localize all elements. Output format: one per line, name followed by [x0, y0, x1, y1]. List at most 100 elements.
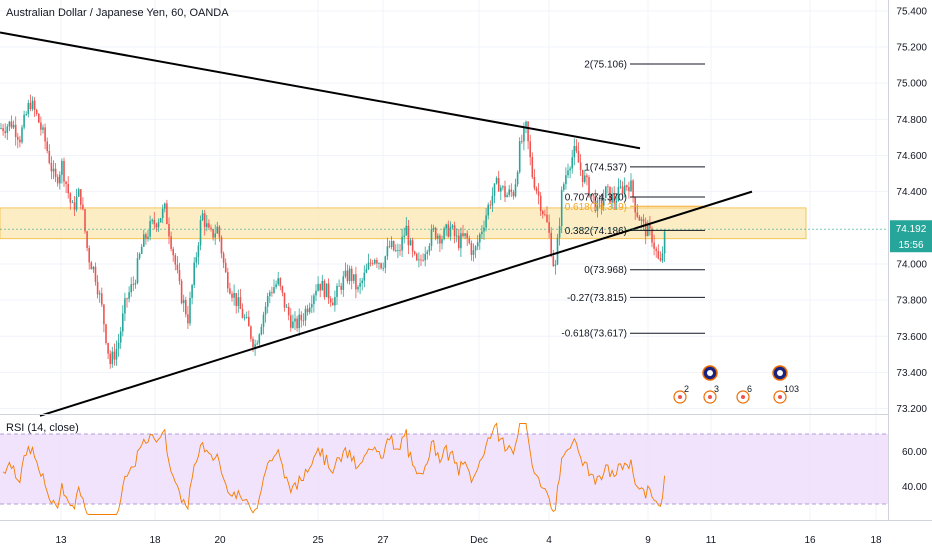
candle-body [75, 196, 78, 210]
candle-body [52, 168, 55, 172]
candle-body [277, 278, 279, 285]
price-tick-label: 73.600 [896, 332, 927, 343]
candle-body [548, 222, 550, 233]
candle-body [493, 183, 496, 196]
rsi-tick-label: 40.00 [902, 482, 927, 493]
candle-body [579, 162, 582, 170]
candle-body [565, 175, 567, 185]
candle-body [602, 198, 605, 206]
candle-body [98, 293, 101, 295]
candle-body [216, 226, 219, 234]
candle-body [178, 270, 181, 281]
candle-body [73, 202, 76, 210]
flag-avatar-icon[interactable] [772, 365, 788, 381]
candle-body [329, 298, 332, 303]
candle-body [140, 246, 143, 254]
candle-body [367, 262, 370, 270]
candle-body [174, 255, 177, 265]
support-resistance-zone [0, 207, 807, 240]
candle-body [514, 184, 517, 197]
candle-body [460, 233, 462, 249]
candle-body [642, 219, 645, 222]
candle-body [266, 296, 269, 307]
candle-body [304, 308, 307, 321]
candle-body [105, 324, 107, 344]
event-icons[interactable]: 2 3 6 103 [673, 365, 799, 404]
candle-body [462, 233, 464, 236]
candle-body [56, 177, 59, 184]
candle-body [451, 225, 454, 228]
candle-body [25, 114, 27, 116]
candle-body [623, 185, 626, 194]
candle-body [382, 267, 384, 269]
trendline[interactable] [0, 31, 641, 150]
candle-body [269, 292, 271, 297]
candle-body [8, 121, 11, 127]
candle-body [231, 293, 233, 298]
candle-body [449, 227, 452, 237]
candle-body [31, 100, 34, 109]
candle-body [405, 225, 408, 236]
candle-body [590, 193, 592, 197]
chart-title: Australian Dollar / Japanese Yen, 60, OA… [6, 7, 229, 19]
candle-body [617, 186, 620, 201]
candle-body [14, 124, 17, 137]
price-tag-timer: 15:56 [898, 240, 923, 251]
candle-body [598, 199, 601, 201]
time-tick-label: 20 [214, 535, 226, 546]
candle-body [17, 136, 19, 140]
candle-body [262, 314, 265, 327]
candle-body [504, 186, 506, 198]
candle-body [332, 302, 334, 306]
candle-body [539, 195, 542, 212]
candle-body [264, 306, 267, 315]
candle-body [153, 219, 156, 225]
candle-body [42, 127, 44, 130]
candle-body [254, 344, 256, 348]
candle-body [159, 218, 162, 223]
candle-body [485, 215, 487, 228]
candle-body [40, 122, 42, 130]
candle-body [155, 224, 158, 228]
time-tick-label: Dec [470, 535, 488, 546]
candle-body [90, 262, 93, 270]
price-tick-label: 73.800 [896, 296, 927, 307]
candle-body [527, 121, 529, 142]
event-icon-3[interactable]: 3 [703, 384, 719, 404]
rsi-axis-ticks: 60.00 40.00 [902, 447, 927, 493]
candle-body [649, 224, 651, 229]
time-axis-bg[interactable] [0, 520, 932, 550]
event-icon-6[interactable]: 6 [736, 384, 752, 404]
candle-body [103, 304, 105, 325]
candle-body [61, 160, 63, 175]
candle-body [315, 290, 317, 296]
candle-body [529, 141, 531, 158]
candle-body [77, 189, 80, 197]
candle-body [334, 297, 336, 306]
price-tick-label: 74.800 [896, 115, 927, 126]
flag-avatar-icon[interactable] [702, 365, 718, 381]
fib-level-label: 1(74.537) [584, 162, 627, 173]
candle-body [298, 314, 300, 329]
rsi-pane: RSI (14, close) [0, 422, 888, 515]
candle-body [401, 236, 403, 251]
event-icon-2[interactable]: 2 [673, 384, 689, 404]
candle-body [575, 146, 578, 152]
event-icon-103[interactable]: 103 [773, 384, 799, 404]
candle-body [563, 184, 565, 190]
price-tick-label: 74.600 [896, 151, 927, 162]
candle-body [638, 216, 641, 221]
candle-body [353, 274, 355, 281]
time-tick-label: 25 [312, 535, 324, 546]
candle-body [86, 231, 88, 248]
candle-body [233, 293, 235, 298]
candle-body [388, 246, 391, 248]
candle-body [443, 228, 445, 240]
price-axis-bg[interactable] [888, 0, 932, 520]
candle-body [117, 342, 120, 349]
fib-level-label: -0.27(73.815) [567, 293, 627, 304]
price-axis-ticks: 75.400 75.200 75.000 74.800 74.600 74.400 74.0… [896, 6, 927, 415]
candle-body [23, 114, 25, 128]
candle-body [390, 241, 393, 247]
